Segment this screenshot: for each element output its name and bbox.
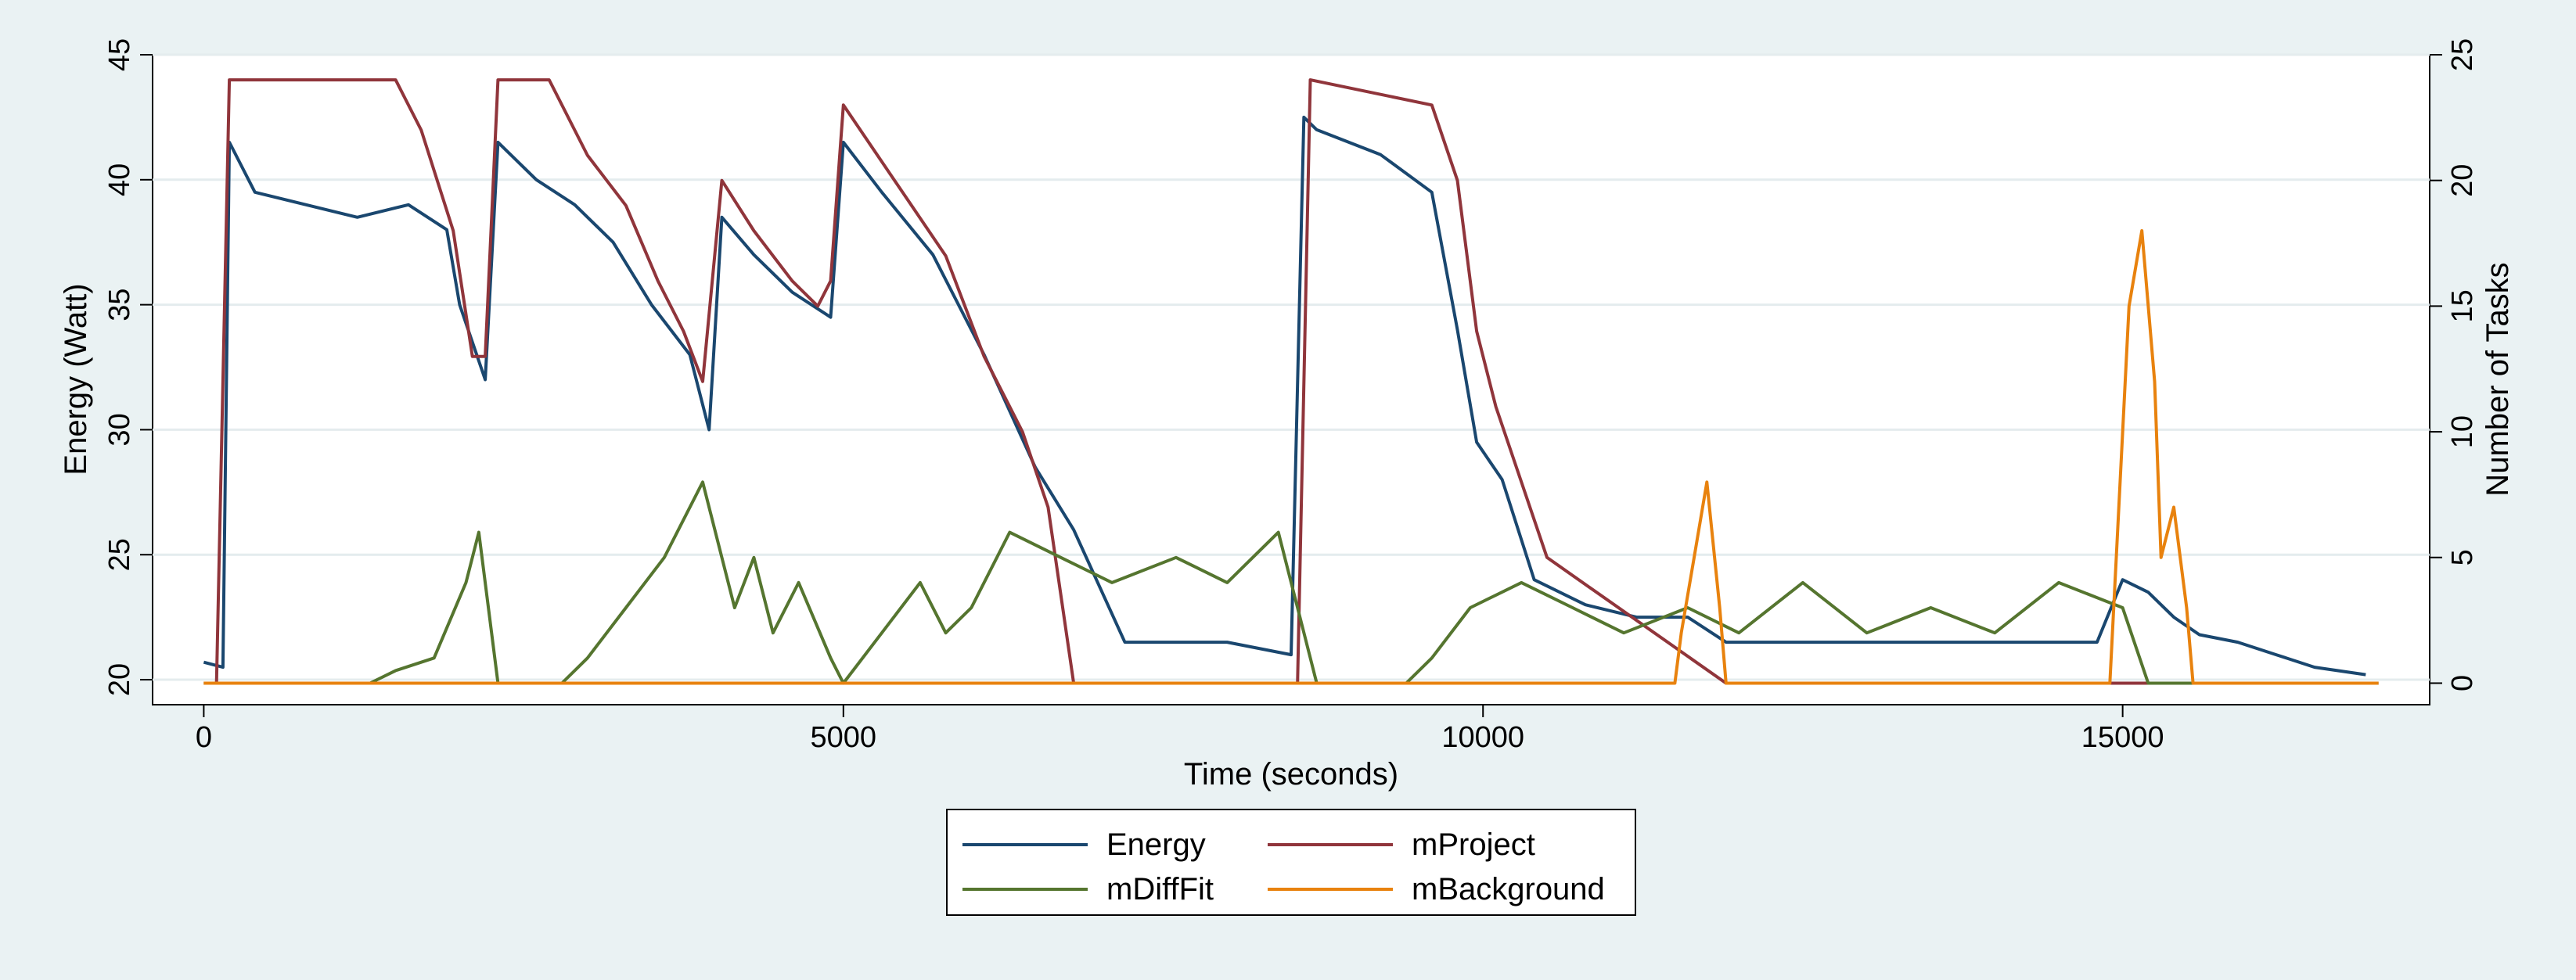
x-tick-label-15000: 15000 [2081, 721, 2164, 754]
series-line-mproject [203, 78, 2379, 685]
x-tick-label-0: 0 [196, 721, 212, 754]
y-tick-label-30: 30 [103, 413, 136, 446]
y2-tick-label-15: 15 [2446, 289, 2479, 322]
y2-tick-label-20: 20 [2446, 164, 2479, 197]
y-tick-label-25: 25 [103, 538, 136, 571]
y2-tick-label-5: 5 [2446, 549, 2479, 565]
legend-label-energy: Energy [1106, 827, 1206, 862]
y2-tick-label-0: 0 [2446, 675, 2479, 691]
series-line-mbackground [203, 229, 2379, 685]
legend-label-mbackground: mBackground [1412, 872, 1605, 906]
bottom-axis: 0 5000 10000 15000 [196, 705, 2164, 754]
legend-label-mproject: mProject [1412, 827, 1535, 862]
y-tick-label-40: 40 [103, 163, 136, 196]
y-tick-label-45: 45 [103, 38, 136, 71]
legend-label-mdifffit: mDiffFit [1106, 872, 1214, 906]
y2-tick-label-10: 10 [2446, 415, 2479, 448]
x-tick-label-5000: 5000 [811, 721, 877, 754]
gridlines [153, 53, 2430, 681]
series-line-energy [203, 115, 2366, 677]
y2-tick-label-25: 25 [2446, 38, 2479, 71]
y-tick-label-35: 35 [103, 288, 136, 321]
series-layer [203, 78, 2379, 685]
right-axis: 0 5 10 15 20 25 [2430, 38, 2479, 691]
y-tick-label-20: 20 [103, 663, 136, 696]
y2-axis-label: Number of Tasks [2481, 262, 2515, 496]
x-axis-label: Time (seconds) [1184, 757, 1398, 792]
series-line-mdifffit [203, 480, 2379, 685]
x-tick-label-10000: 10000 [1441, 721, 1524, 754]
left-axis: 20 25 30 35 40 45 [103, 38, 153, 696]
legend-box [946, 809, 1636, 916]
legend: Energy mProject mDiffFit mBackground [946, 809, 1636, 916]
y-axis-label: Energy (Watt) [59, 283, 93, 475]
